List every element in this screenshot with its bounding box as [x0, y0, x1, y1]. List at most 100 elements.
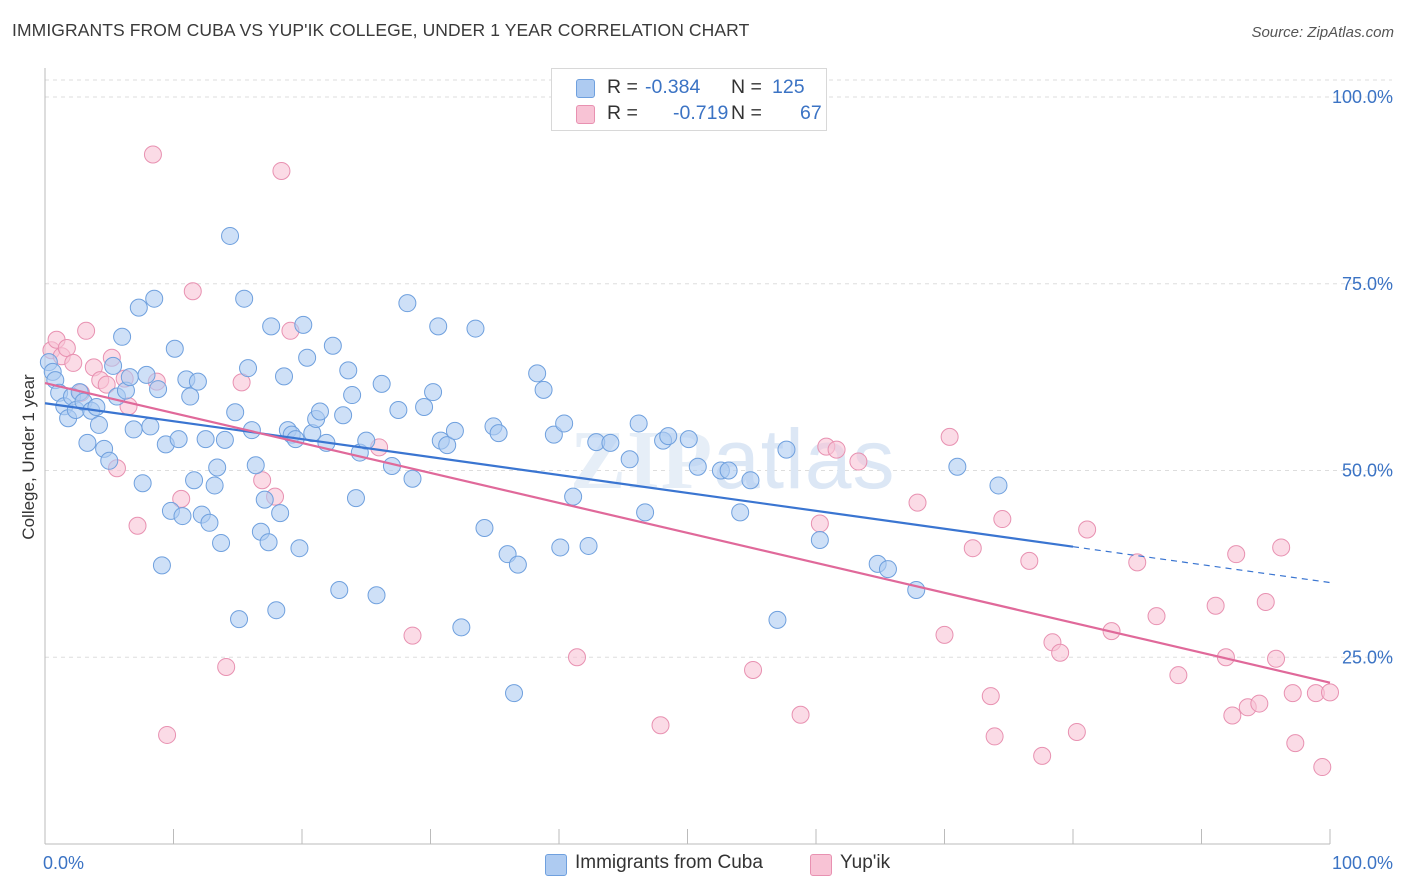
cuba-point [334, 406, 353, 425]
y-tick-label: 50.0% [1342, 461, 1393, 481]
cuba-point [555, 414, 574, 433]
yupik-point [810, 514, 829, 533]
yupik-point [744, 660, 763, 679]
cuba-point [226, 403, 245, 422]
cuba-point [149, 380, 168, 399]
cuba-point [679, 430, 698, 449]
yupik-point [1078, 520, 1097, 539]
cuba-point [271, 504, 290, 523]
cuba-point [133, 474, 152, 493]
yupik-point [1147, 607, 1166, 626]
source-label: Source: ZipAtlas.com [1251, 24, 1394, 41]
cuba-point [768, 610, 787, 629]
yupik-point [567, 648, 586, 667]
cuba-point [87, 398, 106, 417]
cuba-point [429, 317, 448, 336]
cuba-point [636, 503, 655, 522]
cuba-point [719, 461, 738, 480]
labels-layer: 25.0% 50.0% 75.0% 100.0% 0.0% 100.0% [43, 87, 1393, 873]
cuba-point [688, 457, 707, 476]
cuba-point [152, 556, 171, 575]
yupik-point [1321, 683, 1339, 702]
cuba-point [294, 315, 313, 334]
yupik-point [64, 353, 83, 372]
cuba-point [989, 476, 1008, 495]
cuba-point [629, 414, 648, 433]
bottom-legend-label-cuba: Immigrants from Cuba [575, 852, 763, 873]
yupik-point [1267, 649, 1286, 668]
cuba-point [544, 425, 563, 444]
yupik-point [217, 657, 236, 676]
cuba-trend-extension [1072, 546, 1331, 584]
cuba-point [367, 586, 386, 605]
cuba-point [221, 226, 240, 245]
cuba-point [104, 356, 123, 375]
cuba-trend-line [44, 402, 1074, 548]
yupik-point [1286, 734, 1305, 753]
trend-layer [44, 382, 1331, 684]
y-tick-label: 75.0% [1342, 274, 1393, 294]
cuba-point [129, 298, 148, 317]
cuba-point [579, 536, 598, 555]
legend-n-label: N = [731, 76, 762, 98]
cuba-point [731, 503, 750, 522]
cuba-point [124, 420, 143, 439]
yupik-point [651, 716, 670, 735]
cuba-point [165, 339, 184, 358]
x-tick-label: 100.0% [1332, 853, 1393, 873]
yupik-point [791, 705, 810, 724]
y-tick-label: 25.0% [1342, 647, 1393, 667]
cuba-point [205, 476, 224, 495]
yupik-point [57, 338, 76, 357]
yupik-point [403, 626, 422, 645]
cuba-point [212, 533, 231, 552]
legend-swatch-cuba [576, 79, 595, 98]
cuba-point [505, 684, 524, 703]
cuba-point [230, 610, 249, 629]
watermark: ZIPatlas [570, 412, 895, 507]
cuba-point [948, 457, 967, 476]
bottom-legend-swatch-yupik [810, 854, 832, 876]
cuba-point [323, 336, 342, 355]
cuba-point [188, 372, 207, 391]
cuba-point [415, 398, 434, 417]
cuba-point [403, 469, 422, 488]
cuba-point [196, 430, 215, 449]
cuba-point [810, 530, 829, 549]
chart-title: IMMIGRANTS FROM CUBA VS YUP'IK COLLEGE, … [12, 20, 750, 40]
yupik-point [1020, 551, 1039, 570]
cuba-point [528, 364, 547, 383]
cuba-point [239, 359, 258, 378]
yupik-point [77, 321, 96, 340]
yupik-point [827, 440, 846, 459]
yupik-point [1067, 722, 1086, 741]
cuba-point [208, 458, 227, 477]
cuba-point [275, 367, 294, 386]
legend-r-label: R = [607, 76, 638, 98]
bottom-legend-label-yupik: Yup'ik [840, 852, 891, 873]
yupik-point [1250, 694, 1269, 713]
cuba-point [100, 451, 119, 470]
cuba-point [235, 289, 254, 308]
yupik-point [183, 282, 202, 301]
cuba-point [878, 560, 897, 579]
legend-n-value: 125 [772, 76, 805, 98]
bottom-legend-swatch-cuba [545, 854, 567, 876]
cuba-point [551, 538, 570, 557]
cuba-point [659, 427, 678, 446]
cuba-point [777, 440, 796, 459]
cuba-point [339, 361, 358, 380]
cuba-point [346, 489, 365, 508]
cuba-point [445, 421, 464, 440]
yupik-point [1227, 545, 1246, 564]
cuba-point [741, 471, 760, 490]
yupik-point [993, 510, 1012, 529]
cuba-point [145, 289, 164, 308]
cuba-point [290, 539, 309, 558]
yupik-point [940, 427, 959, 446]
yupik-point [1283, 684, 1302, 703]
cuba-point [246, 456, 265, 475]
legend-swatch-yupik [576, 105, 595, 124]
cuba-point [343, 386, 362, 405]
cuba-point [181, 387, 200, 406]
